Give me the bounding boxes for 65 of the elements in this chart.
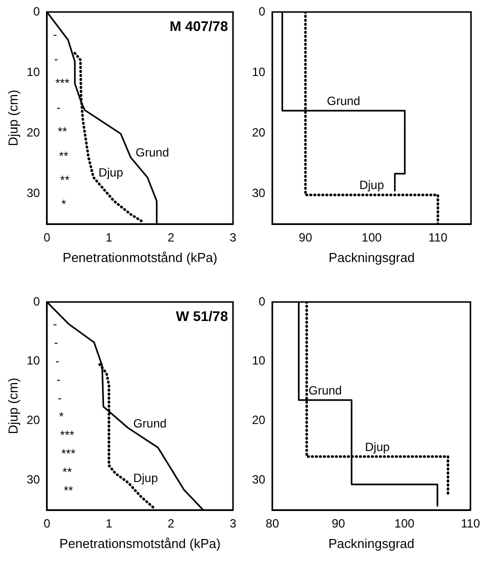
series-label: Grund bbox=[133, 416, 167, 430]
annotation: * bbox=[58, 410, 64, 424]
x-tick-label: 1 bbox=[106, 230, 113, 245]
series-label: Grund bbox=[326, 94, 360, 108]
annotation: ** bbox=[62, 465, 72, 480]
x-axis-title: Packningsgrad bbox=[328, 250, 415, 265]
y-tick-label: 10 bbox=[26, 354, 40, 368]
series-label: Djup bbox=[133, 470, 158, 485]
series-label: Djup bbox=[359, 178, 384, 192]
annotation: *** bbox=[55, 76, 70, 90]
x-tick-label: 1 bbox=[106, 516, 113, 531]
annotation: ** bbox=[64, 484, 74, 498]
text: M 407/78 bbox=[170, 18, 228, 34]
x-tick-label: 3 bbox=[230, 516, 237, 531]
y-axis-title: Djup (cm) bbox=[5, 90, 20, 146]
y-tick-label: 30 bbox=[26, 472, 40, 487]
x-tick-label: 2 bbox=[168, 516, 175, 531]
annotation: - bbox=[52, 28, 57, 42]
x-tick-label: 0 bbox=[44, 230, 51, 245]
x-tick-label: 2 bbox=[168, 230, 175, 245]
annotation: - bbox=[56, 100, 61, 114]
y-tick-label: 0 bbox=[258, 4, 266, 18]
annotation: - bbox=[58, 391, 62, 406]
x-tick-label: 90 bbox=[332, 516, 346, 531]
x-axis-title: Penetrationmotstånd (kPa) bbox=[62, 250, 218, 265]
x-tick-label: 100 bbox=[394, 516, 415, 531]
y-tick-label: 0 bbox=[33, 4, 40, 18]
y-tick-label: 30 bbox=[252, 472, 266, 487]
y-axis-title: Djup (cm) bbox=[5, 378, 20, 434]
annotation: *** bbox=[60, 428, 74, 442]
annotation: *** bbox=[61, 446, 76, 461]
y-tick-label: 20 bbox=[26, 413, 40, 428]
annotation: ** bbox=[58, 148, 69, 163]
annotation: - bbox=[54, 336, 58, 350]
y-tick-label: 30 bbox=[26, 186, 40, 200]
series-label: Djup bbox=[98, 166, 124, 180]
text: W 51/78 bbox=[176, 308, 228, 324]
x-tick-label: 110 bbox=[460, 516, 480, 531]
annotation: ** bbox=[60, 173, 70, 188]
x-axis-title: Packningsgrad bbox=[328, 536, 414, 551]
y-tick-label: 20 bbox=[26, 125, 40, 140]
x-tick-label: 90 bbox=[298, 230, 312, 245]
x-tick-label: 80 bbox=[266, 516, 280, 531]
series-label: Grund bbox=[308, 383, 342, 398]
y-tick-label: 10 bbox=[252, 354, 266, 368]
y-tick-label: 10 bbox=[26, 64, 40, 79]
series-label: Djup bbox=[364, 440, 390, 454]
y-tick-label: 20 bbox=[252, 125, 266, 140]
annotation: - bbox=[55, 354, 60, 368]
x-tick-label: 110 bbox=[428, 230, 448, 245]
x-axis-title: Penetrationsmotstånd (kPa) bbox=[59, 536, 221, 551]
series-label: Grund bbox=[136, 146, 170, 160]
y-tick-label: 0 bbox=[33, 294, 40, 308]
annotation: - bbox=[54, 52, 58, 66]
annotation: ** bbox=[58, 124, 68, 139]
annotation: - bbox=[52, 317, 57, 332]
y-tick-label: 10 bbox=[252, 64, 266, 79]
y-tick-label: 20 bbox=[252, 413, 266, 428]
x-tick-label: 100 bbox=[362, 230, 382, 245]
x-tick-label: 3 bbox=[230, 230, 237, 245]
y-tick-label: 0 bbox=[258, 294, 266, 308]
y-tick-label: 30 bbox=[252, 186, 266, 200]
annotation: - bbox=[56, 372, 61, 387]
x-tick-label: 0 bbox=[44, 516, 51, 531]
annotation: * bbox=[61, 197, 66, 212]
